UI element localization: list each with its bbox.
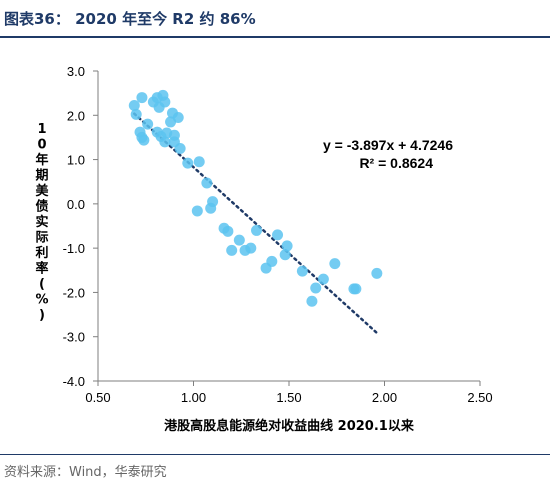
trendline-equation: y = -3.897x + 4.7246 bbox=[323, 137, 453, 153]
data-point bbox=[193, 156, 205, 168]
data-point bbox=[296, 265, 308, 277]
data-point bbox=[182, 157, 194, 169]
y-tick-label: 2.0 bbox=[67, 108, 85, 123]
data-point bbox=[128, 100, 140, 112]
data-point bbox=[272, 229, 284, 241]
data-point bbox=[329, 258, 341, 270]
y-tick-label: 3.0 bbox=[67, 64, 85, 79]
data-point bbox=[233, 234, 245, 246]
trendline bbox=[133, 112, 379, 335]
y-tick-label: 0.0 bbox=[67, 197, 85, 212]
scatter-chart: 0.50 1.00 1.50 2.00 2.50 3.0 2.0 1.0 0.0 -1.0 -2.… bbox=[35, 64, 492, 434]
y-tick-label: 1.0 bbox=[67, 153, 85, 168]
data-point bbox=[371, 267, 383, 279]
data-point bbox=[191, 205, 203, 217]
data-point bbox=[159, 136, 171, 148]
trendline-group bbox=[133, 112, 379, 335]
data-point bbox=[245, 242, 257, 254]
x-tick-labels: 0.50 1.00 1.50 2.00 2.50 bbox=[85, 390, 492, 405]
data-point bbox=[142, 118, 154, 130]
footer-divider bbox=[0, 454, 550, 455]
y-tick-labels: 3.0 2.0 1.0 0.0 -1.0 -2.0 -3.0 -4.0 bbox=[63, 64, 85, 389]
data-point bbox=[138, 134, 150, 146]
y-axis-label-text: 1 0 年期美债实际利率(%) bbox=[35, 122, 49, 323]
data-point bbox=[172, 112, 184, 123]
data-point bbox=[310, 282, 322, 294]
data-point bbox=[159, 96, 171, 108]
data-point bbox=[205, 202, 217, 214]
data-point bbox=[174, 143, 186, 154]
data-point bbox=[317, 273, 329, 285]
data-point bbox=[226, 244, 238, 256]
data-point bbox=[281, 240, 293, 252]
y-axis-label: 1 0 年期美债实际利率(%) bbox=[35, 122, 49, 323]
axes bbox=[93, 70, 481, 386]
data-point bbox=[279, 249, 291, 261]
x-axis-label: 港股高股息能源绝对收益曲线 2020.1以来 bbox=[164, 418, 415, 434]
data-point bbox=[130, 108, 142, 120]
data-point bbox=[306, 295, 318, 307]
source-note: 资料来源：Wind，华泰研究 bbox=[4, 465, 167, 480]
data-point bbox=[222, 225, 234, 237]
data-points bbox=[128, 89, 383, 307]
x-tick-label: 2.50 bbox=[467, 390, 492, 405]
data-point bbox=[350, 283, 362, 295]
y-tick-label: -2.0 bbox=[63, 285, 85, 300]
r-squared-label: R² = 0.8624 bbox=[359, 155, 433, 171]
y-tick-label: -3.0 bbox=[63, 330, 85, 345]
chart-title: 图表36： 2020 年至今 R2 约 86% bbox=[4, 10, 256, 28]
data-point bbox=[251, 224, 263, 236]
data-point bbox=[201, 177, 213, 189]
title-divider bbox=[0, 36, 550, 38]
data-point bbox=[136, 92, 148, 104]
x-tick-label: 0.50 bbox=[85, 390, 110, 405]
x-tick-label: 2.00 bbox=[372, 390, 397, 405]
x-tick-label: 1.50 bbox=[276, 390, 301, 405]
x-tick-label: 1.00 bbox=[181, 390, 206, 405]
y-tick-label: -4.0 bbox=[63, 374, 85, 389]
y-tick-label: -1.0 bbox=[63, 241, 85, 256]
data-point bbox=[266, 255, 278, 267]
data-point bbox=[168, 129, 180, 141]
